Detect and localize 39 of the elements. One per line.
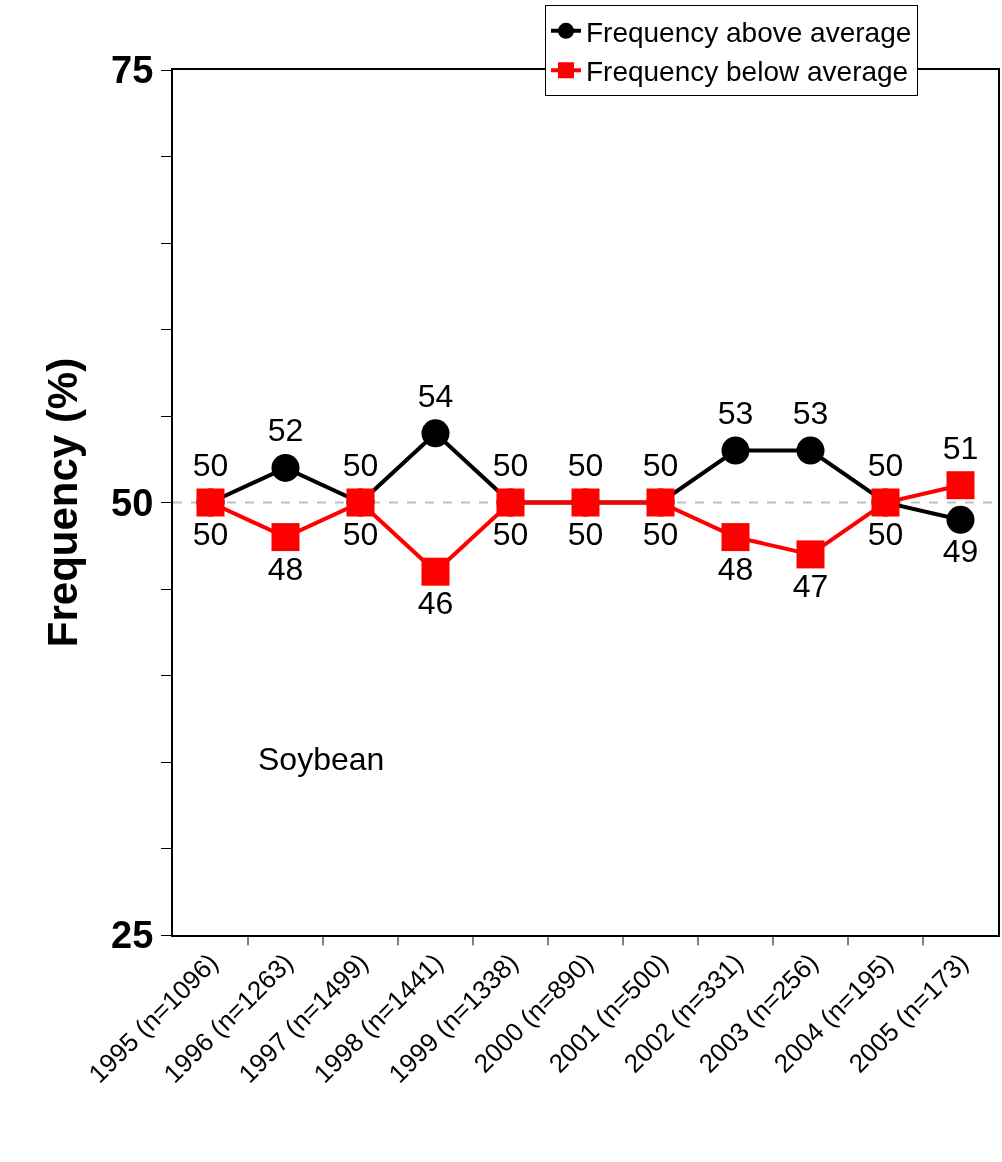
point bbox=[271, 453, 300, 482]
data-label: 48 bbox=[267, 550, 304, 587]
data-label: 53 bbox=[717, 395, 754, 432]
data-label: 50 bbox=[642, 516, 679, 552]
legend-label: Frequency above average bbox=[585, 16, 912, 48]
legend-label: Frequency below average bbox=[585, 56, 909, 88]
data-label: 47 bbox=[792, 567, 829, 604]
point bbox=[796, 540, 825, 569]
data-label: 50 bbox=[492, 516, 529, 552]
data-label: 50 bbox=[192, 447, 229, 483]
point bbox=[721, 523, 750, 552]
point bbox=[421, 557, 450, 586]
point bbox=[421, 419, 450, 448]
data-label: 50 bbox=[342, 447, 379, 483]
point bbox=[946, 505, 975, 534]
point bbox=[271, 523, 300, 552]
point bbox=[796, 436, 825, 465]
data-label: 50 bbox=[867, 447, 904, 483]
data-label: 50 bbox=[342, 516, 379, 552]
data-label: 50 bbox=[642, 447, 679, 483]
y-tick-label: 50 bbox=[111, 481, 154, 524]
data-label: 51 bbox=[942, 429, 979, 466]
data-label: 50 bbox=[567, 447, 604, 483]
data-label: 48 bbox=[717, 550, 754, 587]
y-tick-label: 25 bbox=[111, 914, 154, 957]
data-label: 50 bbox=[192, 516, 229, 552]
y-axis-title: Frequency (%) bbox=[39, 357, 87, 648]
data-label: 50 bbox=[867, 516, 904, 552]
point bbox=[946, 471, 975, 500]
data-label: 50 bbox=[567, 516, 604, 552]
data-label: 54 bbox=[417, 377, 454, 414]
data-label: 50 bbox=[492, 447, 529, 483]
data-label: 46 bbox=[417, 585, 454, 622]
point bbox=[721, 436, 750, 465]
annotation: Soybean bbox=[258, 741, 385, 777]
y-tick-label: 75 bbox=[111, 49, 154, 92]
data-label: 49 bbox=[942, 533, 979, 570]
data-label: 53 bbox=[792, 395, 829, 432]
data-label: 52 bbox=[267, 412, 304, 449]
